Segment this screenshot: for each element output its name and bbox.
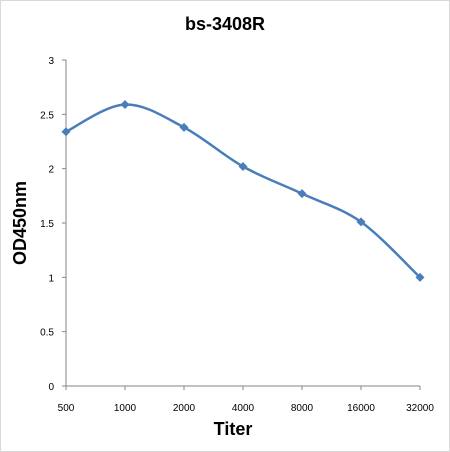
y-tick-label: 0.5 <box>40 328 54 339</box>
data-point-marker <box>238 161 248 171</box>
data-point-marker <box>179 122 189 132</box>
y-tick-label: 2.5 <box>40 110 54 121</box>
data-point-marker <box>356 217 366 227</box>
series-markers <box>61 100 425 282</box>
series-line <box>65 103 421 279</box>
y-tick-label: 2 <box>48 165 54 176</box>
x-tick-label: 16000 <box>347 403 375 414</box>
x-tick-label: 32000 <box>406 403 434 414</box>
x-tick-label: 4000 <box>232 403 255 414</box>
y-tick-label: 3 <box>48 56 54 67</box>
x-tick-label: 8000 <box>291 403 314 414</box>
y-ticks: 0 0.5 1 1.5 2 2.5 3 <box>40 56 66 393</box>
chart-title: bs-3408R <box>185 14 265 34</box>
y-tick-label: 1 <box>48 273 54 284</box>
data-point-marker <box>120 100 130 110</box>
data-point-marker <box>415 272 425 282</box>
x-tick-label: 1000 <box>114 403 137 414</box>
data-point-marker <box>297 189 307 199</box>
x-axis-title: Titer <box>214 419 253 439</box>
y-axis-title: OD450nm <box>10 181 30 265</box>
y-tick-label: 0 <box>48 382 54 393</box>
data-point-marker <box>61 127 71 137</box>
x-tick-label: 2000 <box>173 403 196 414</box>
y-tick-label: 1.5 <box>40 219 54 230</box>
x-tick-label: 500 <box>58 403 75 414</box>
x-ticks: 500 1000 2000 4000 8000 16000 32000 <box>58 386 434 414</box>
